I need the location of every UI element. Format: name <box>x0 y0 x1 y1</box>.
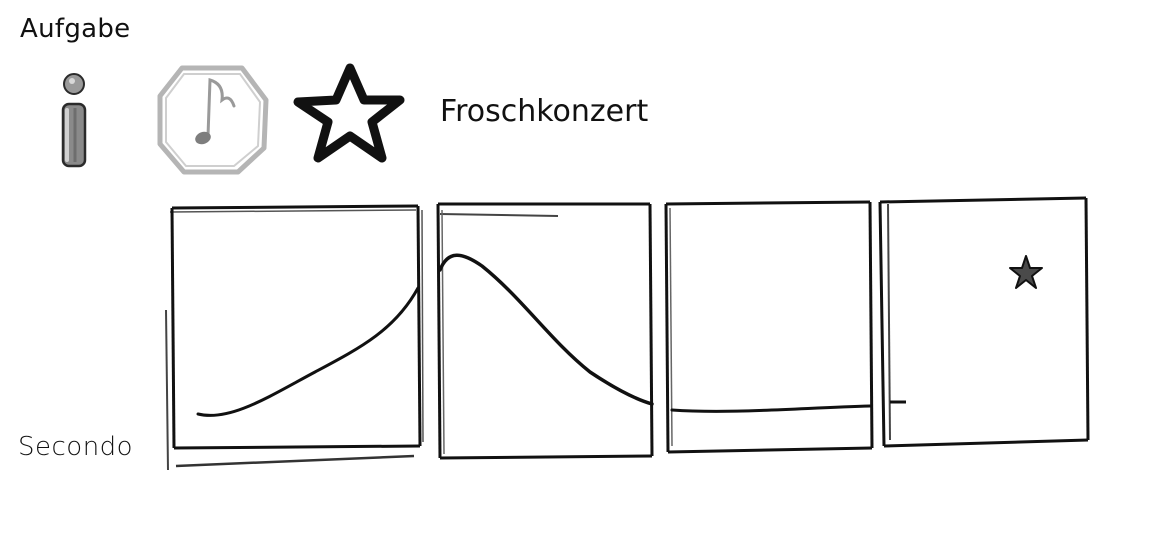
task-heading: Aufgabe <box>20 14 130 44</box>
voice-label: Secondo <box>18 432 133 462</box>
task-title: Froschkonzert <box>440 94 648 129</box>
panel-star[interactable] <box>880 198 1088 446</box>
info-button[interactable] <box>50 68 100 172</box>
info-icon <box>50 68 100 172</box>
music-note-icon <box>154 64 272 176</box>
star-button[interactable] <box>286 60 410 172</box>
panel-rising-curve[interactable] <box>166 206 423 470</box>
sketch-panels <box>150 190 1110 490</box>
panel-peak-curve[interactable] <box>438 204 652 458</box>
star-outline-icon <box>286 60 410 172</box>
panel-flat-line[interactable] <box>666 202 872 452</box>
music-note-button[interactable] <box>154 64 272 176</box>
